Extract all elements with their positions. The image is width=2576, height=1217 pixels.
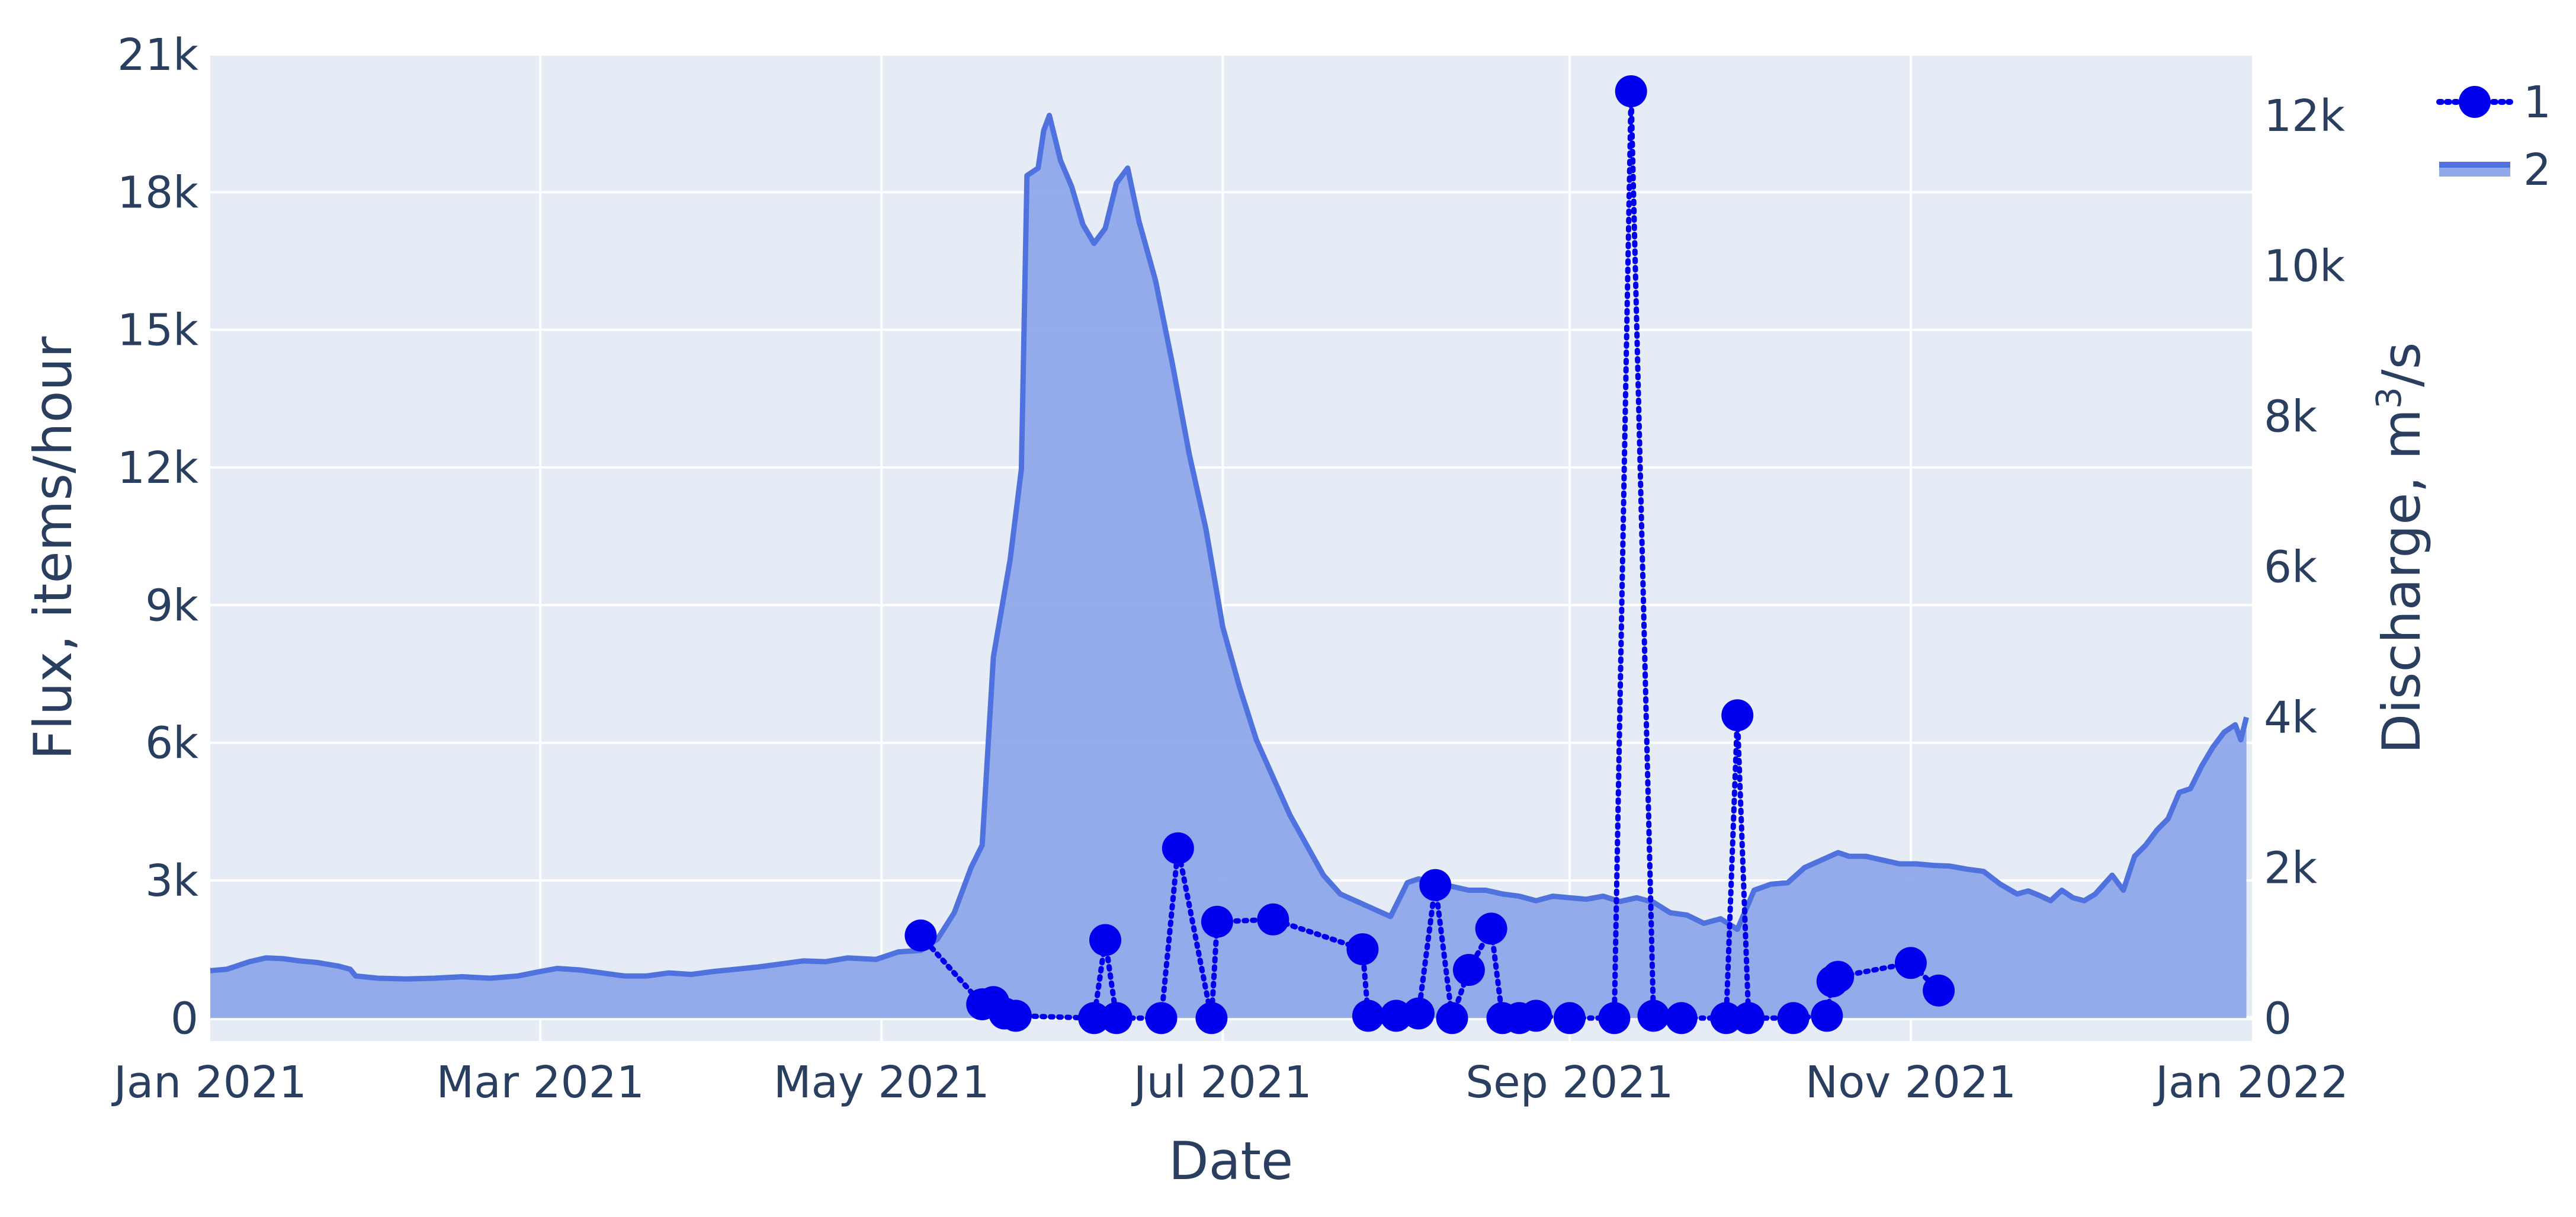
- y-left-tick-label-2: 6k: [145, 718, 198, 769]
- y-right-axis-title-sup: 3: [2369, 387, 2409, 409]
- series-1-point-8: [1145, 1002, 1178, 1035]
- series-1-point-36: [1894, 947, 1927, 979]
- legend-label-1: 1: [2523, 77, 2551, 128]
- legend-item-1[interactable]: 1: [2436, 77, 2551, 128]
- legend-label-2: 2: [2523, 145, 2551, 196]
- series-1-point-30: [1721, 699, 1754, 732]
- legend-marker-1: [2459, 86, 2491, 118]
- series-1-layer: [904, 75, 1955, 1035]
- series-1-point-10: [1195, 1002, 1228, 1035]
- x-axis-ticks: Jan 2021 Mar 2021 May 2021 Jul 2021 Sep 2021…: [111, 1057, 2349, 1108]
- series-1-point-16: [1402, 997, 1435, 1030]
- series-1-point-28: [1665, 1002, 1698, 1035]
- y-right-axis-title: Discharge, m3/s: [2369, 342, 2432, 754]
- series-1-point-31: [1733, 1002, 1765, 1035]
- y-left-tick-label-7: 21k: [117, 30, 198, 81]
- series-1-point-27: [1637, 1000, 1670, 1032]
- x-tick-label-1: Mar 2021: [436, 1057, 644, 1108]
- y-left-tick-label-3: 9k: [145, 580, 198, 631]
- series-2-line: [210, 113, 2249, 982]
- series-1-point-23: [1520, 1000, 1552, 1032]
- x-axis-title: Date: [1169, 1130, 1293, 1192]
- x-tick-label-0: Jan 2021: [111, 1057, 307, 1108]
- y-right-axis-title-unit: /s: [2371, 342, 2432, 387]
- series-1-point-29: [1710, 1002, 1743, 1035]
- series-1-point-5: [1078, 1002, 1111, 1035]
- series-1-point-33: [1811, 1000, 1843, 1032]
- y-left-tick-label-1: 3k: [145, 856, 198, 907]
- legend-item-2[interactable]: 2: [2439, 145, 2551, 196]
- series-1-point-35: [1822, 960, 1855, 993]
- series-1-point-17: [1419, 869, 1452, 901]
- y-right-tick-label-4: 8k: [2264, 392, 2317, 443]
- series-1-point-12: [1257, 903, 1289, 936]
- y-left-tick-label-4: 12k: [117, 443, 198, 494]
- series-1-point-9: [1162, 832, 1194, 864]
- series-1-point-0: [904, 919, 937, 952]
- y-right-tick-label-5: 10k: [2264, 241, 2345, 292]
- x-tick-label-2: May 2021: [774, 1057, 990, 1108]
- series-1-point-6: [1089, 924, 1121, 956]
- y-left-tick-label-6: 18k: [117, 167, 198, 218]
- legend[interactable]: 1 2: [2436, 77, 2551, 196]
- x-tick-label-5: Nov 2021: [1805, 1057, 2016, 1108]
- series-1-point-32: [1777, 1002, 1810, 1035]
- series-1-point-18: [1436, 1002, 1468, 1035]
- y-right-axis-ticks: 0 2k 4k 6k 8k 10k 12k: [2264, 91, 2345, 1044]
- series-1-point-7: [1100, 1002, 1133, 1035]
- series-2-fill: [210, 115, 2247, 1019]
- y-right-tick-label-6: 12k: [2264, 91, 2345, 142]
- series-2-area: [210, 113, 2249, 1019]
- series-1-point-4: [999, 1000, 1032, 1032]
- y-left-tick-label-5: 15k: [117, 305, 198, 356]
- x-tick-label-3: Jul 2021: [1131, 1057, 1312, 1108]
- series-1-point-13: [1346, 933, 1379, 966]
- y-left-tick-label-0: 0: [171, 993, 198, 1044]
- y-right-axis-title-main: Discharge, m: [2371, 409, 2432, 754]
- series-1-point-24: [1553, 1002, 1586, 1035]
- series-1-point-25: [1598, 1002, 1631, 1035]
- series-1-point-37: [1923, 974, 1955, 1007]
- y-right-tick-label-3: 6k: [2264, 542, 2317, 593]
- y-left-axis-ticks: 0 3k 6k 9k 12k 15k 18k 21k: [117, 30, 198, 1044]
- x-tick-label-4: Sep 2021: [1465, 1057, 1673, 1108]
- y-left-axis-title: Flux, items/hour: [23, 336, 84, 760]
- series-1-point-19: [1452, 954, 1485, 986]
- series-1-point-14: [1352, 1000, 1384, 1032]
- x-tick-label-6: Jan 2022: [2153, 1057, 2349, 1108]
- series-1-point-26: [1615, 75, 1647, 107]
- y-right-tick-label-2: 4k: [2264, 692, 2317, 743]
- y-right-tick-label-1: 2k: [2264, 843, 2317, 893]
- y-right-tick-label-0: 0: [2264, 993, 2292, 1044]
- series-1-point-20: [1475, 912, 1507, 945]
- series-1-point-11: [1201, 905, 1233, 938]
